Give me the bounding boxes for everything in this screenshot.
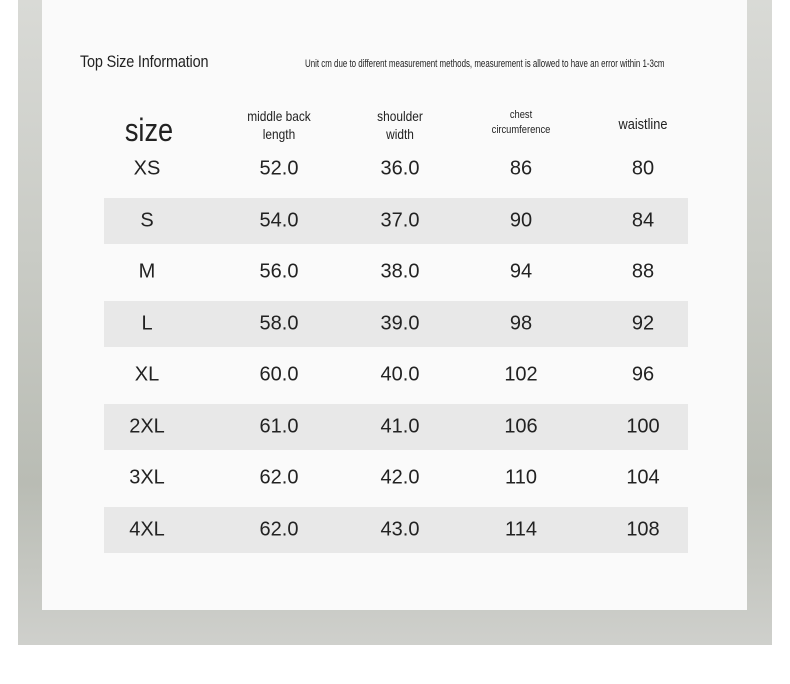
unit-note: Unit cm due to different measurement met… [305, 58, 665, 70]
table-cell: 114 [505, 518, 537, 540]
table-cell: 102 [504, 363, 538, 386]
table-cell: 62.0 [259, 466, 299, 489]
table-cell: XS [133, 157, 161, 180]
header-line: circumference [491, 124, 551, 136]
header-line: middle back [247, 108, 311, 124]
table-cell: 108 [626, 518, 660, 540]
table-cell: 84 [631, 209, 655, 231]
table-cell: 43.0 [380, 518, 420, 540]
table-cell: 100 [626, 415, 660, 437]
table-cell: 41.0 [380, 415, 420, 437]
title: Top Size Information [80, 52, 209, 71]
table-cell: 3XL [129, 466, 165, 489]
table-cell: 40.0 [380, 363, 420, 386]
table-cell: 106 [504, 415, 538, 437]
table-cell: 104 [626, 466, 660, 489]
header-line: waistline [618, 116, 668, 133]
column-header: chest circumference [492, 108, 551, 138]
table-cell: 90 [509, 209, 533, 231]
table-cell: XL [134, 363, 160, 386]
table-cell: 38.0 [380, 260, 420, 283]
header-line: size [124, 112, 174, 148]
table-cell: 4XL [129, 518, 165, 540]
column-header: waistline [619, 116, 668, 134]
table-cell: 110 [505, 466, 537, 489]
table-cell: 62.0 [259, 518, 299, 540]
header-line: width [386, 126, 414, 142]
header-line: chest [509, 109, 533, 121]
table-cell: 56.0 [259, 260, 299, 283]
table-cell: 61.0 [259, 415, 299, 437]
table-cell: 96 [631, 363, 655, 386]
table-cell: 52.0 [259, 157, 299, 180]
table-cell: 54.0 [259, 209, 299, 231]
table-cell: 86 [509, 157, 533, 180]
table-cell: 39.0 [380, 312, 420, 334]
table-cell: L [141, 312, 153, 334]
table-cell: 80 [631, 157, 655, 180]
table-cell: M [138, 260, 156, 283]
table-cell: 94 [509, 260, 533, 283]
row-band [104, 197, 688, 244]
table-cell: 37.0 [380, 209, 420, 231]
table-cell: 88 [631, 260, 655, 283]
table-cell: 2XL [129, 415, 165, 437]
header-line: length [262, 126, 296, 142]
table-cell: 92 [631, 312, 655, 334]
column-header: size [125, 113, 173, 147]
header-line: shoulder [377, 108, 423, 124]
table-cell: 60.0 [259, 363, 299, 386]
column-header: shoulder width [377, 107, 423, 143]
row-band [104, 506, 688, 553]
row-band [104, 300, 688, 347]
table-cell: 36.0 [380, 157, 420, 180]
row-band [104, 403, 688, 450]
table-cell: 98 [509, 312, 533, 334]
table-cell: 58.0 [259, 312, 299, 334]
column-header: middle back length [247, 107, 310, 143]
table-cell: 42.0 [380, 466, 420, 489]
table-cell: S [140, 209, 154, 231]
